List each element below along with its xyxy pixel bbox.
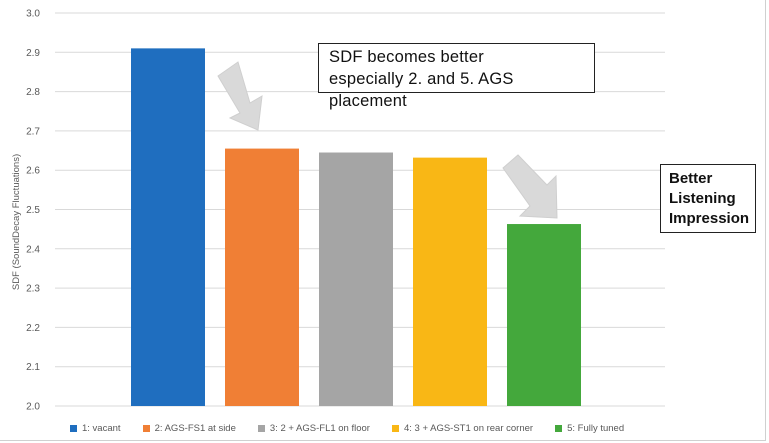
annotation-main-line1: SDF becomes better	[329, 48, 484, 66]
y-tick-label: 2.6	[26, 166, 40, 177]
legend-item-2: 2: AGS-FS1 at side	[142, 420, 236, 436]
legend-label: 1: vacant	[82, 422, 121, 434]
y-tick-label: 2.4	[26, 244, 40, 255]
legend-label: 3: 2 + AGS-FL1 on floor	[269, 422, 370, 434]
y-tick-label: 2.5	[26, 205, 40, 216]
y-axis-label: SDF (SoundDecay Fluctuations)	[11, 154, 22, 290]
annotation-main-line2: especially 2. and 5. AGS placement	[329, 70, 514, 110]
y-tick-label: 2.9	[26, 48, 40, 59]
annotation-side-line1: Better	[669, 170, 713, 187]
annotation-side-line2: Listening	[669, 190, 736, 207]
y-tick-label: 2.7	[26, 126, 40, 137]
arrow-to-bar-2	[217, 61, 263, 131]
y-tick-label: 2.8	[26, 87, 40, 98]
bar-5	[507, 224, 581, 406]
legend-item-3: 3: 2 + AGS-FL1 on floor	[257, 420, 370, 436]
legend-item-1: 1: vacant	[70, 420, 121, 436]
y-tick-label: 3.0	[26, 9, 40, 20]
bar-4	[413, 157, 487, 406]
y-tick-label: 2.2	[26, 323, 40, 334]
legend-swatch	[391, 424, 399, 432]
y-tick-label: 2.1	[26, 362, 40, 373]
bar-2	[225, 148, 299, 406]
legend-swatch	[142, 424, 150, 432]
annotation-side-line3: Impression	[669, 210, 750, 227]
arrows	[217, 61, 558, 219]
y-tick-label: 2.3	[26, 284, 40, 295]
bar-3	[319, 152, 393, 406]
annotation-main: SDF becomes better especially 2. and 5. …	[318, 43, 595, 110]
legend-item-4: 4: 3 + AGS-ST1 on rear corner	[391, 420, 534, 436]
legend-swatch	[70, 424, 77, 432]
arrow-to-bar-5	[502, 154, 558, 219]
legend-swatch	[555, 424, 563, 432]
y-axis-ticks: 2.0 2.1 2.2 2.3 2.4 2.5 2.6 2.7 2.8 2.9 3.0	[26, 9, 40, 413]
y-tick-label: 2.0	[26, 402, 40, 413]
bars	[131, 48, 581, 407]
legend-item-5: 5: Fully tuned	[555, 420, 624, 436]
bar-1	[131, 48, 205, 407]
legend-label: 4: 3 + AGS-ST1 on rear corner	[403, 422, 534, 434]
legend: 1: vacant 2: AGS-FS1 at side 3: 2 + AGS-FL…	[70, 420, 646, 436]
annotation-side: Better Listening Impression	[660, 164, 756, 233]
legend-swatch	[257, 424, 265, 432]
legend-label: 5: Fully tuned	[567, 422, 625, 434]
legend-label: 2: AGS-FS1 at side	[154, 422, 236, 434]
